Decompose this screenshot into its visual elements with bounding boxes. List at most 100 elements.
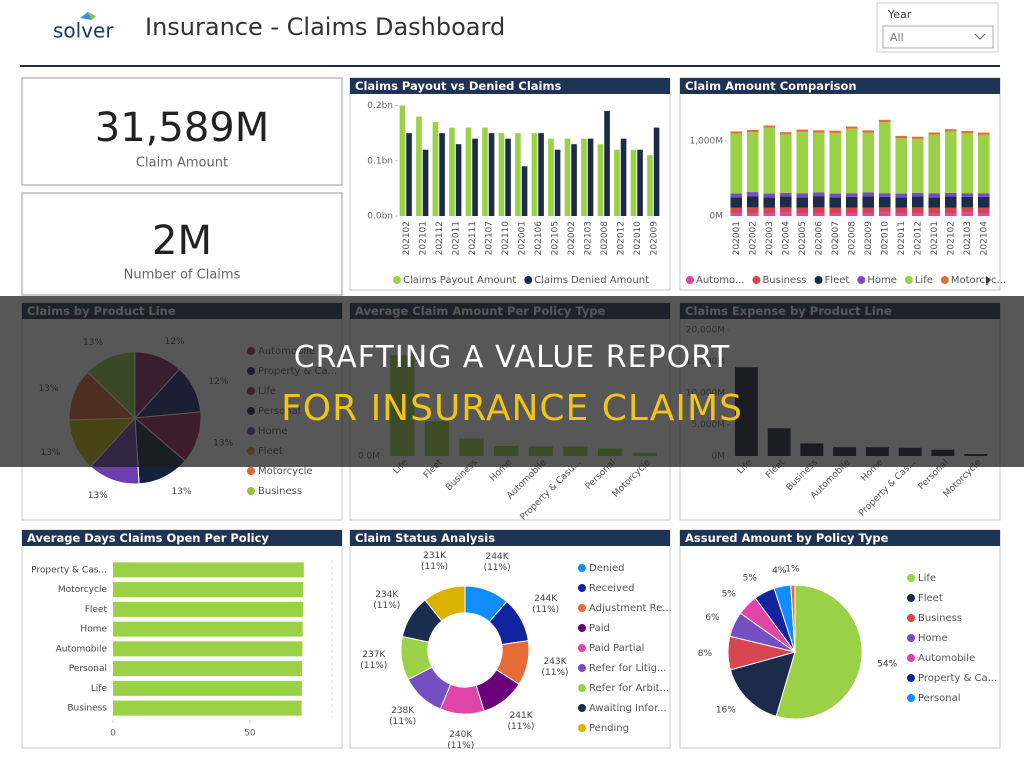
bar-segment	[796, 197, 809, 208]
bar-segment	[812, 132, 825, 193]
bar	[597, 144, 604, 216]
legend-marker	[247, 467, 255, 475]
bar-segment	[911, 207, 924, 214]
legend-marker	[578, 664, 586, 672]
bar-segment	[779, 212, 792, 216]
kpi-value: 2M	[152, 218, 212, 264]
x-tick-label: 202105	[550, 221, 560, 255]
legend-marker	[907, 594, 915, 602]
slice-label-box: 241K (11%)	[508, 711, 535, 732]
slice-label: 13%	[88, 491, 108, 501]
legend-label: Motorcycle	[258, 466, 313, 477]
bar	[581, 138, 587, 216]
bar-segment	[730, 207, 743, 214]
bar	[113, 680, 302, 696]
bar-segment	[845, 213, 858, 216]
bar-segment	[796, 213, 809, 216]
bar	[422, 149, 429, 216]
legend-marker	[578, 564, 586, 572]
bar	[432, 122, 439, 216]
legend-label: Business	[258, 486, 302, 497]
bar-segment	[829, 197, 842, 208]
bar-segment	[862, 132, 875, 193]
x-tick-label: 202002	[748, 221, 758, 255]
bar-segment	[928, 207, 941, 214]
bar-segment	[961, 207, 974, 213]
legend-label: Life	[915, 275, 933, 286]
slice-label: 237K (11%)	[360, 650, 388, 672]
bar	[113, 661, 303, 677]
x-tick-label: 202102	[946, 221, 956, 255]
bar-segment	[977, 193, 990, 197]
legend-label: Refer for Litig...	[589, 663, 666, 674]
slicer-dropdown[interactable]	[882, 25, 994, 49]
bar-segment	[977, 134, 990, 194]
bar-segment	[746, 196, 759, 208]
x-tick-label: 202010	[880, 221, 890, 256]
y-tick-label: Automobile	[56, 644, 108, 654]
bar-segment	[895, 207, 908, 214]
x-tick-label: 202003	[765, 221, 775, 255]
bar-segment	[895, 213, 908, 216]
panel-title-bar	[350, 530, 670, 546]
bar-segment	[928, 134, 941, 194]
legend-label: Claims Payout Amount	[403, 275, 516, 286]
bar-segment	[812, 213, 825, 216]
slice-label: 54%	[877, 659, 897, 669]
x-tick-label: 202103	[963, 221, 973, 255]
bar	[482, 127, 488, 216]
legend-marker	[393, 276, 401, 284]
bar-segment	[977, 196, 990, 208]
slice-label-box: 234K (11%)	[373, 590, 400, 611]
chevron	[974, 33, 986, 40]
x-tick-label: 202001	[732, 221, 742, 255]
bar-segment	[730, 131, 743, 134]
bar-segment	[862, 130, 875, 133]
bar-segment	[796, 193, 809, 198]
bar-segment	[895, 193, 908, 198]
slice-label: 243K (11%)	[541, 657, 569, 679]
bar	[399, 105, 406, 216]
y-tick-label: Personal	[69, 664, 107, 674]
x-tick-label: 202007	[831, 221, 841, 255]
logo-icon	[88, 12, 96, 20]
x-tick-label: 202008	[847, 221, 857, 256]
bar	[455, 144, 462, 216]
bar-segment	[961, 133, 974, 194]
legend-marker	[907, 614, 915, 622]
bar-segment	[779, 132, 792, 135]
bar-segment	[911, 192, 924, 197]
banner-line: CRAFTING A VALUE REPORT	[293, 340, 731, 375]
legend-label: Business	[918, 613, 962, 624]
slice-label-box: 240K (11%)	[447, 730, 474, 751]
bar-segment	[961, 131, 974, 134]
legend-marker	[907, 694, 915, 702]
bar-segment	[961, 212, 974, 216]
slice-label: 1%	[785, 565, 800, 575]
legend-label: Home	[918, 633, 948, 644]
slice	[790, 584, 796, 653]
bar-segment	[730, 197, 743, 208]
bar-segment	[911, 138, 924, 193]
slice-label: 6%	[705, 613, 720, 623]
bar	[113, 621, 303, 637]
bar-segment	[779, 134, 792, 193]
panel-title: Claims Payout vs Denied Claims	[355, 79, 561, 93]
x-tick-label: 202103	[583, 221, 593, 255]
x-tick-label: 202101	[930, 221, 940, 255]
bar-segment	[829, 193, 842, 198]
legend-label: Awaiting Infor...	[589, 703, 667, 714]
slice-label-box: 238K (11%)	[389, 706, 416, 727]
bar	[449, 127, 455, 216]
legend-marker	[907, 634, 915, 642]
bar-segment	[730, 133, 743, 194]
slice-label-box: 244K (11%)	[484, 552, 511, 573]
legend-label: Refer for Arbit...	[589, 683, 669, 694]
x-tick-label: 202111	[468, 221, 478, 255]
bar-segment	[812, 130, 825, 133]
legend-marker	[752, 276, 761, 284]
slice-label: 4%	[772, 566, 787, 576]
x-tick-label: 202008	[600, 221, 610, 256]
bar-segment	[878, 207, 891, 213]
y-tick-label: Property & Cas...	[31, 565, 107, 575]
